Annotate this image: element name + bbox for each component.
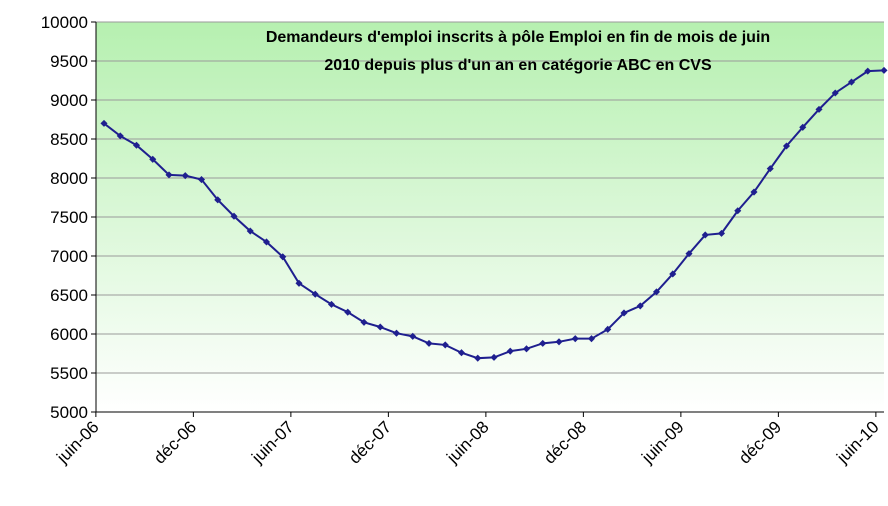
data-point [327,300,336,308]
data-point [847,78,856,86]
y-tick-label: 6500 [50,286,88,305]
data-point [506,347,514,355]
y-tick-label: 5000 [50,403,88,422]
y-tick-label: 9000 [50,91,88,110]
data-point [409,332,417,340]
y-tick-label: 7000 [50,247,88,266]
x-tick-label: juin-09 [637,417,687,467]
data-point [555,338,563,346]
data-point [100,119,108,127]
data-point [587,335,596,343]
data-point [880,66,888,74]
data-point [815,105,823,113]
data-point [311,290,319,298]
data-point [262,238,271,246]
data-point [717,229,726,237]
data-point [360,318,368,326]
data-point [230,212,238,220]
data-point [539,339,547,347]
data-point [246,227,254,235]
y-tick-label: 8000 [50,169,88,188]
data-point [620,309,628,317]
y-tick-label: 5500 [50,364,88,383]
data-point [766,165,774,173]
data-point [149,155,157,163]
y-tick-label: 10000 [41,13,88,32]
x-tick-label: déc-07 [345,417,395,467]
y-tick-label: 6000 [50,325,88,344]
data-point [799,123,807,131]
data-point [457,349,466,357]
data-point [116,132,124,140]
data-point [181,172,189,180]
x-tick-label: juin-10 [832,417,882,467]
data-point [344,308,352,316]
data-point [165,171,173,179]
y-tick-label: 8500 [50,130,88,149]
data-point [701,231,709,239]
data-point [571,335,579,343]
x-tick-label: juin-08 [442,417,492,467]
data-point [295,279,303,287]
data-point [474,354,482,362]
data-point [685,250,693,258]
data-point [279,253,287,261]
data-point [734,207,742,215]
data-point [750,188,758,196]
data-point [376,323,384,331]
x-tick-label: déc-09 [735,417,785,467]
data-point [441,341,449,349]
data-point [197,176,206,184]
data-point [490,353,498,361]
data-point [652,288,661,296]
data-point [669,270,677,278]
data-point [522,345,531,353]
data-point [132,141,141,149]
x-tick-label: déc-06 [150,417,200,467]
chart-title: Demandeurs d'emploi inscrits à pôle Empl… [266,29,770,46]
data-point [636,302,644,310]
y-tick-label: 9500 [50,52,88,71]
y-tick-label: 7500 [50,208,88,227]
data-point [425,339,433,347]
data-point [604,325,612,333]
x-tick-label: déc-08 [540,417,590,467]
data-point [214,196,222,204]
data-point [831,89,839,97]
data-point [782,142,791,150]
data-point [392,329,401,337]
x-tick-label: juin-07 [247,417,297,467]
data-point [864,67,872,75]
chart-title: 2010 depuis plus d'un an en catégorie AB… [324,57,712,74]
x-tick-label: juin-06 [52,417,102,467]
